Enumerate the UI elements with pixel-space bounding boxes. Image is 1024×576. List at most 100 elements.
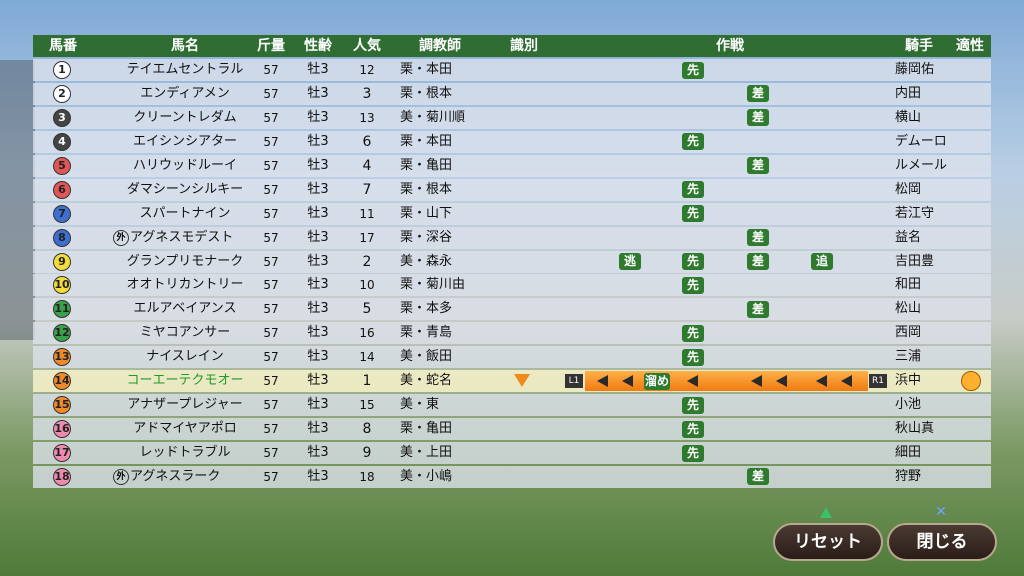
trainer: 美・東 xyxy=(400,397,440,413)
weight: 57 xyxy=(263,278,279,293)
strategy-badge: 先 xyxy=(682,396,704,414)
weight: 57 xyxy=(263,422,279,437)
sex-age: 牡3 xyxy=(307,397,329,413)
plan-label: 溜め xyxy=(644,372,670,390)
horse-name: グランプリモナーク xyxy=(126,253,244,269)
horse-name: エルアベイアンス xyxy=(133,301,237,317)
weight: 57 xyxy=(263,374,279,389)
weight: 57 xyxy=(263,446,279,461)
strategy-badge: 先 xyxy=(682,324,704,342)
trainer: 栗・深谷 xyxy=(400,229,453,245)
weight: 57 xyxy=(263,182,279,197)
horse-number: 12 xyxy=(53,324,71,343)
horse-name: アドマイヤアポロ xyxy=(133,421,237,437)
horse-name: ナイスレイン xyxy=(146,349,224,365)
popularity: 9 xyxy=(362,445,372,462)
column-header: 調教師 xyxy=(419,38,461,54)
sex-age: 牡3 xyxy=(307,109,329,125)
horse-number: 9 xyxy=(53,252,71,271)
popularity: 10 xyxy=(359,278,375,293)
plan-left: L1 xyxy=(565,374,583,389)
trainer: 栗・山下 xyxy=(400,205,453,221)
foreign-mark: 外 xyxy=(113,229,129,246)
sex-age: 牡3 xyxy=(307,349,329,365)
strategy-badge: 逃 xyxy=(619,253,641,271)
jockey: 藤岡佑 xyxy=(895,62,935,77)
horse-name: レッドトラブル xyxy=(139,445,231,461)
jockey: デムーロ xyxy=(895,133,947,149)
horse-number: 1 xyxy=(53,61,71,79)
table-row xyxy=(33,130,991,153)
strategy-badge: 差 xyxy=(747,85,769,103)
popularity: 12 xyxy=(359,63,375,77)
column-header: 適性 xyxy=(956,38,984,54)
popularity: 1 xyxy=(362,373,372,390)
trainer: 栗・亀田 xyxy=(400,421,453,437)
horse-name: ミヤコアンサー xyxy=(139,325,231,341)
sex-age: 牡3 xyxy=(307,181,329,197)
horse-number: 7 xyxy=(53,204,71,223)
popularity: 11 xyxy=(359,206,375,221)
table-row xyxy=(33,178,991,201)
trainer: 栗・本田 xyxy=(400,133,453,149)
table-row xyxy=(33,418,991,441)
strategy-badge: 先 xyxy=(682,61,704,79)
horse-name: テイエムセントラル xyxy=(126,62,244,77)
trainer: 栗・本多 xyxy=(400,301,453,317)
popularity: 2 xyxy=(362,253,372,270)
horse-number: 13 xyxy=(53,348,71,367)
popularity: 13 xyxy=(359,110,375,125)
table-row xyxy=(33,394,991,417)
popularity: 18 xyxy=(359,469,375,484)
weight: 57 xyxy=(263,206,279,221)
sex-age: 牡3 xyxy=(307,62,329,77)
plan-arrow xyxy=(816,375,827,388)
plan-arrow xyxy=(597,375,608,388)
strategy-badge: 追 xyxy=(811,253,833,271)
column-header: 性齢 xyxy=(304,38,332,54)
sex-age: 牡3 xyxy=(307,301,329,317)
popularity: 4 xyxy=(362,157,372,174)
table-row xyxy=(33,274,991,297)
horse-number: 5 xyxy=(53,156,71,175)
horse-name: ダマシーンシルキー xyxy=(126,181,244,197)
horse-name: スパートナイン xyxy=(139,205,231,221)
horse-name: エンディアメン xyxy=(140,85,230,101)
button[interactable]: 閉じる xyxy=(887,523,997,561)
background-building xyxy=(0,60,35,340)
column-header: 人気 xyxy=(353,38,381,54)
weight: 57 xyxy=(263,302,279,317)
sex-age: 牡3 xyxy=(307,157,329,173)
weight: 57 xyxy=(263,86,279,101)
weight: 57 xyxy=(263,110,279,125)
strategy-badge: 先 xyxy=(682,420,704,438)
jockey: 秋山真 xyxy=(895,421,935,437)
popularity: 15 xyxy=(359,398,375,413)
trainer: 美・飯田 xyxy=(400,349,453,365)
weight: 57 xyxy=(263,63,279,77)
table-row xyxy=(33,346,991,369)
column-header: 馬番 xyxy=(49,38,77,54)
trainer: 栗・青島 xyxy=(400,325,453,341)
table-row xyxy=(33,322,991,345)
popularity: 8 xyxy=(362,421,372,438)
jockey: 狩野 xyxy=(895,468,922,484)
column-header: 馬名 xyxy=(171,38,199,54)
jockey: ルメール xyxy=(895,157,948,173)
button[interactable]: リセット xyxy=(773,523,883,561)
weight: 57 xyxy=(263,350,279,365)
trainer: 美・上田 xyxy=(400,445,453,461)
horse-number: 3 xyxy=(53,108,71,127)
sex-age: 牡3 xyxy=(307,133,329,149)
popularity: 17 xyxy=(359,230,375,245)
aptitude-face xyxy=(961,371,981,392)
sex-age: 牡3 xyxy=(307,468,329,484)
trainer: 栗・菊川由 xyxy=(400,277,466,293)
trainer: 美・森永 xyxy=(400,253,453,269)
sex-age: 牡3 xyxy=(307,421,329,437)
horse-number: 15 xyxy=(53,396,71,415)
popularity: 7 xyxy=(362,181,372,198)
sex-age: 牡3 xyxy=(307,277,329,293)
sex-age: 牡3 xyxy=(307,373,329,389)
